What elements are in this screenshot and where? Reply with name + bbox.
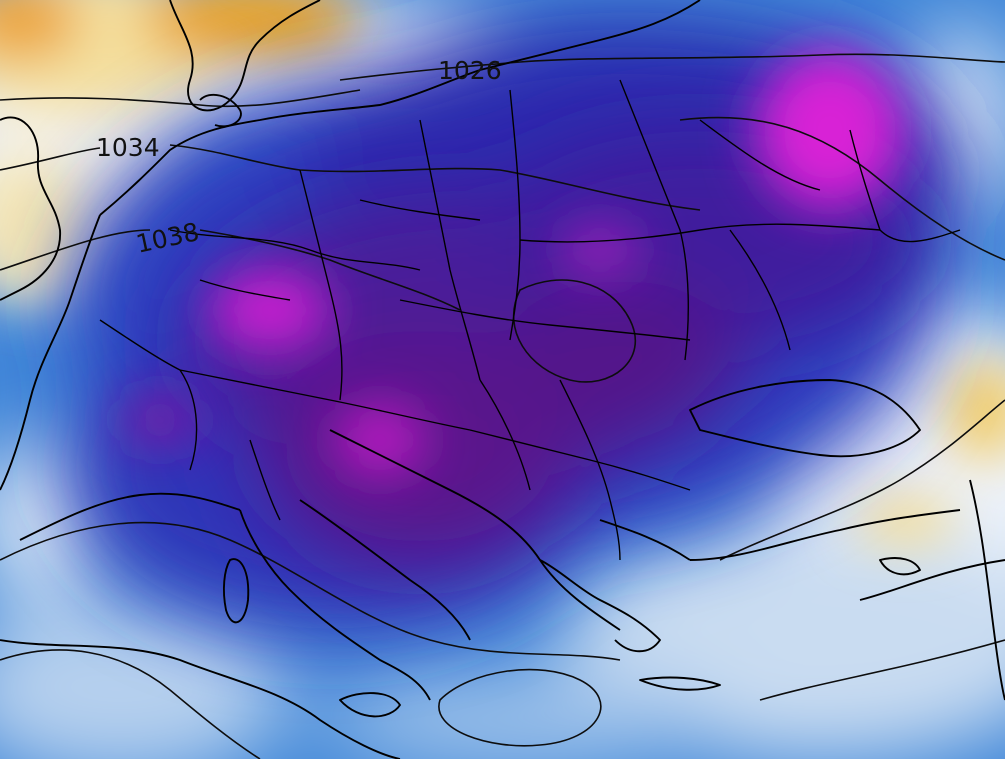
coast-greece [539,519,691,653]
coast-north-africa [0,639,401,759]
isobar-se-far [759,639,1005,701]
border-11 [849,129,961,243]
coast-france-west [0,214,101,491]
border-9 [519,223,881,243]
border-17 [359,199,481,221]
isobar-south-low [438,668,602,747]
coast-balkans [329,429,621,631]
coast-sardinia [222,558,250,624]
border-16 [699,119,821,191]
coast-north-continent [99,0,701,216]
border-6 [179,369,471,431]
coast-britain [0,116,61,301]
border-10 [729,229,791,351]
coast-east [969,479,1005,701]
border-14 [479,379,531,491]
coast-cyprus [879,557,921,576]
isobar-sw [0,649,261,759]
coast-sicily [339,692,401,718]
isobar-label-1026: 1026 [438,56,502,85]
isobar-1034 [0,144,701,211]
coast-crete [639,676,721,691]
border-8 [399,299,691,341]
warm-zones [0,0,1005,545]
isobar-1026 [339,53,1005,81]
border-13 [199,279,291,301]
isobar-label-1034: 1034 [96,133,160,162]
border-15 [559,379,621,561]
border-3 [419,119,481,381]
border-2 [299,169,343,401]
border-5 [619,79,689,361]
coast-italy [239,499,471,701]
coast-turkey [689,509,1005,601]
border-7 [469,429,691,491]
border-1 [169,229,421,271]
border-4 [509,89,521,341]
coast-black-sea [689,379,921,458]
border-18 [249,439,281,521]
coast-med-north [19,492,241,541]
isobar-south [0,521,621,661]
isobar-south-east [719,399,1005,561]
border-12 [99,319,198,471]
isobar-1038-closed [512,279,637,383]
isobar-east [679,116,1005,261]
isobars [0,53,1005,759]
isobar-1030 [0,89,361,108]
